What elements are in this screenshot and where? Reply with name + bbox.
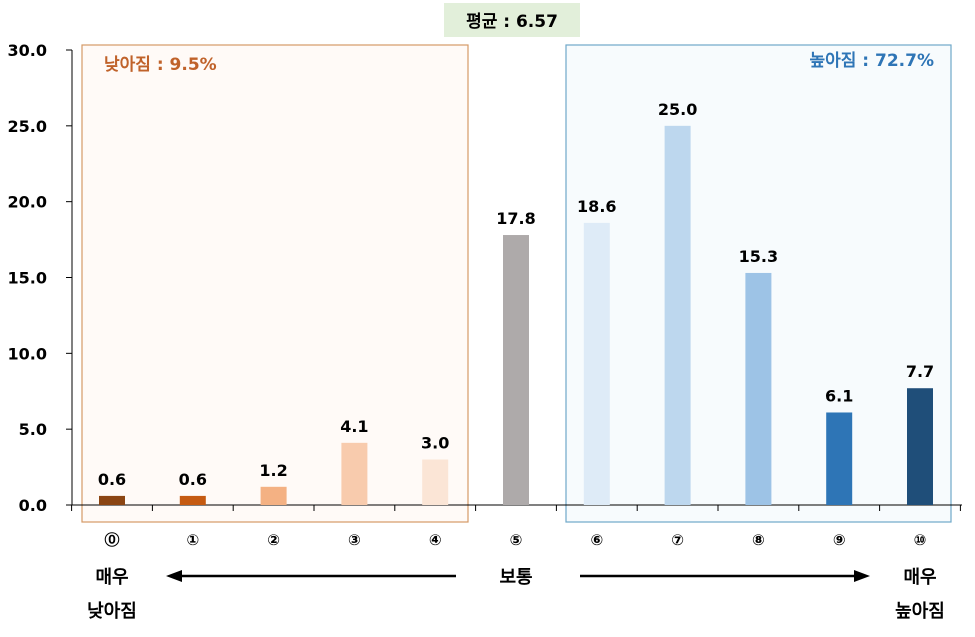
data-label: 4.1 bbox=[340, 417, 368, 436]
bar bbox=[422, 459, 449, 505]
data-label: 17.8 bbox=[496, 209, 535, 228]
x-category-label: ⑧ bbox=[752, 531, 765, 549]
bar bbox=[99, 495, 125, 505]
x-category-label: ③ bbox=[348, 531, 361, 549]
y-tick-label: 15.0 bbox=[8, 269, 47, 288]
data-label: 6.1 bbox=[825, 386, 853, 405]
bar bbox=[179, 495, 206, 505]
bar bbox=[341, 442, 368, 505]
right-arrow-head bbox=[854, 570, 870, 582]
y-tick-label: 30.0 bbox=[8, 41, 47, 60]
data-label: 25.0 bbox=[658, 100, 697, 119]
left-end-label-line2: 낮아짐 bbox=[87, 601, 137, 622]
data-label: 18.6 bbox=[577, 197, 616, 216]
x-category-label: ⓪ bbox=[104, 531, 119, 549]
center-label: 보통 bbox=[499, 567, 532, 588]
data-label: 7.7 bbox=[906, 362, 934, 381]
x-category-label: ② bbox=[267, 531, 280, 549]
data-label: 0.6 bbox=[179, 470, 207, 489]
bar bbox=[907, 388, 933, 505]
data-label: 0.6 bbox=[98, 470, 126, 489]
bar bbox=[664, 125, 691, 505]
high-group-label: 높아짐 : 72.7% bbox=[809, 51, 934, 71]
x-category-label: ④ bbox=[429, 531, 442, 549]
bars bbox=[99, 125, 933, 506]
y-tick-label: 20.0 bbox=[8, 193, 47, 212]
average-box bbox=[444, 3, 580, 37]
data-label: 15.3 bbox=[739, 247, 778, 266]
x-category-label: ⑥ bbox=[590, 531, 603, 549]
y-tick-label: 25.0 bbox=[8, 117, 47, 136]
x-category-label: ① bbox=[186, 531, 199, 549]
data-label: 1.2 bbox=[259, 461, 287, 480]
data-label: 3.0 bbox=[421, 434, 449, 453]
right-end-label-line2: 높아짐 bbox=[895, 601, 945, 622]
left-end-label-line1: 매우 bbox=[95, 567, 128, 588]
left-arrow-head bbox=[166, 570, 182, 582]
y-ticks: 0.0 5.0 10.0 15.0 20.0 25.0 30.0 bbox=[8, 41, 72, 515]
right-end-label-line1: 매우 bbox=[903, 567, 936, 588]
low-group-box bbox=[81, 44, 469, 523]
y-tick-label: 0.0 bbox=[19, 496, 47, 515]
bar bbox=[826, 412, 853, 505]
data-labels: 0.6 0.6 1.2 4.1 3.0 17.8 18.6 25.0 15.3 6.1 7.7 bbox=[98, 100, 934, 489]
x-categories: ⓪ ① ② ③ ④ ⑤ ⑥ ⑦ ⑧ ⑨ ⑩ bbox=[71, 505, 961, 549]
average-label: 평균 : 6.57 bbox=[466, 12, 558, 32]
bar bbox=[583, 222, 610, 505]
bar bbox=[260, 486, 287, 505]
low-group-label: 낮아짐 : 9.5% bbox=[104, 55, 217, 75]
x-category-label: ⑩ bbox=[914, 531, 927, 549]
y-tick-label: 10.0 bbox=[8, 344, 47, 363]
bar bbox=[503, 235, 529, 506]
y-tick-label: 5.0 bbox=[19, 420, 47, 439]
bar bbox=[745, 272, 772, 505]
x-category-label: ⑤ bbox=[510, 531, 523, 549]
x-category-label: ⑦ bbox=[671, 531, 684, 549]
x-category-label: ⑨ bbox=[833, 531, 846, 549]
